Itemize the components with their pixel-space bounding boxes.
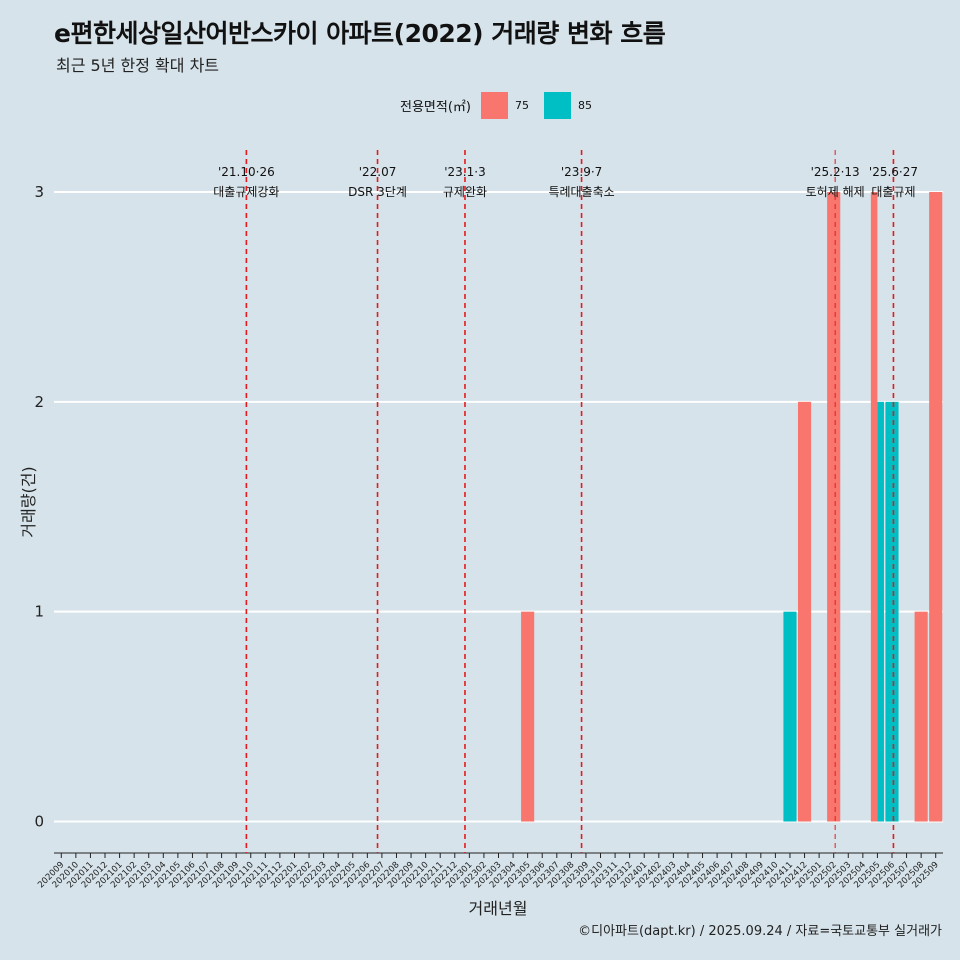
legend-label-75: 75 bbox=[514, 99, 529, 112]
y-axis-title: 거래량(건) bbox=[19, 466, 38, 537]
event-date-4: '25.2·13 bbox=[811, 165, 860, 179]
event-label-5: 대출규제 bbox=[871, 185, 915, 199]
bar-75-202502 bbox=[827, 191, 841, 822]
chart-subtitle: 최근 5년 한정 확대 차트 bbox=[56, 56, 220, 75]
bar-75-202305 bbox=[521, 611, 535, 822]
bar-75-202509 bbox=[929, 191, 943, 822]
legend: 전용면적(㎡) 75 85 bbox=[400, 92, 607, 119]
bar-85-202411 bbox=[783, 611, 797, 822]
legend-key-85 bbox=[543, 92, 571, 119]
event-label-4: 토허제 해제 bbox=[806, 185, 865, 199]
source-caption: ©디아파트(dapt.kr) / 2025.09.24 / 자료=국토교통부 실… bbox=[578, 924, 942, 939]
event-label-3: 특례대출축소 bbox=[548, 185, 614, 199]
event-date-3: '23.9·7 bbox=[561, 165, 602, 179]
event-date-2: '23.1·3 bbox=[444, 165, 485, 179]
bar-85-202505 bbox=[877, 401, 884, 822]
event-label-1: DSR 3단계 bbox=[348, 185, 407, 199]
y-tick-label-2: 2 bbox=[34, 393, 44, 411]
y-tick-label-0: 0 bbox=[34, 813, 44, 831]
legend-key-75 bbox=[480, 92, 508, 119]
legend-label-85: 85 bbox=[577, 99, 592, 112]
x-axis-title: 거래년월 bbox=[469, 899, 528, 918]
legend-title: 전용면적(㎡) bbox=[400, 100, 471, 115]
bar-85-202506 bbox=[885, 401, 899, 822]
event-label-2: 규제완화 bbox=[443, 185, 487, 199]
event-date-1: '22.07 bbox=[359, 165, 397, 179]
event-label-0: 대출규제강화 bbox=[213, 185, 279, 199]
bar-75-202508 bbox=[914, 611, 928, 822]
bar-75-202412 bbox=[797, 401, 812, 822]
y-tick-label-1: 1 bbox=[34, 603, 44, 621]
bar-75-202505 bbox=[870, 191, 878, 822]
y-tick-label-3: 3 bbox=[34, 183, 44, 201]
event-date-5: '25.6·27 bbox=[869, 165, 918, 179]
event-date-0: '21.10·26 bbox=[218, 165, 275, 179]
chart-title: e편한세상일산어반스카이 아파트(2022) 거래량 변화 흐름 bbox=[54, 19, 666, 48]
